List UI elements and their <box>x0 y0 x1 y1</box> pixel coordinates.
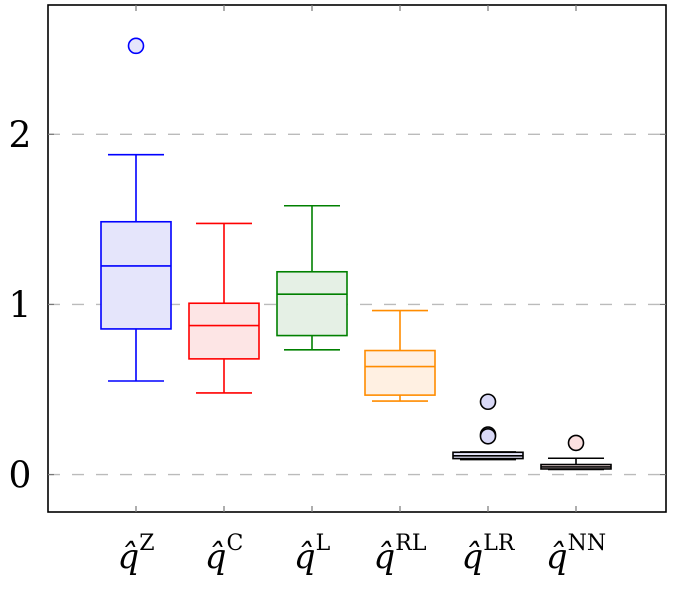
outlier-point <box>479 427 497 445</box>
y-tick-label: 1 <box>9 285 32 326</box>
axis-ticks <box>48 5 666 512</box>
iqr-box <box>188 302 260 360</box>
outlier-point <box>567 434 585 452</box>
box-LR <box>452 393 524 461</box>
outlier-point <box>479 393 497 411</box>
x-tick-label: q̂Z <box>117 531 154 577</box>
iqr-box <box>100 220 172 330</box>
box-L <box>276 204 348 351</box>
box-NN <box>540 434 612 471</box>
x-tick-label: q̂L <box>294 531 331 577</box>
boxes <box>100 37 612 471</box>
x-tick-labels: q̂Z q̂C q̂L q̂RL q̂LR q̂NN <box>117 531 606 577</box>
y-tick-labels: 0 1 2 <box>9 115 32 496</box>
box-Z <box>100 37 172 382</box>
x-tick-label: q̂LR <box>462 531 516 577</box>
x-tick-label: q̂RL <box>374 531 427 577</box>
outlier-point <box>127 37 145 55</box>
y-tick-label: 2 <box>9 115 32 156</box>
y-tick-label: 0 <box>9 456 32 497</box>
box-RL <box>364 309 436 402</box>
iqr-box <box>276 270 348 337</box>
plot-frame <box>47 4 667 513</box>
iqr-box <box>364 349 436 396</box>
x-tick-label: q̂NN <box>546 531 606 577</box>
x-tick-label: q̂C <box>205 531 244 577</box>
box-C <box>188 222 260 394</box>
